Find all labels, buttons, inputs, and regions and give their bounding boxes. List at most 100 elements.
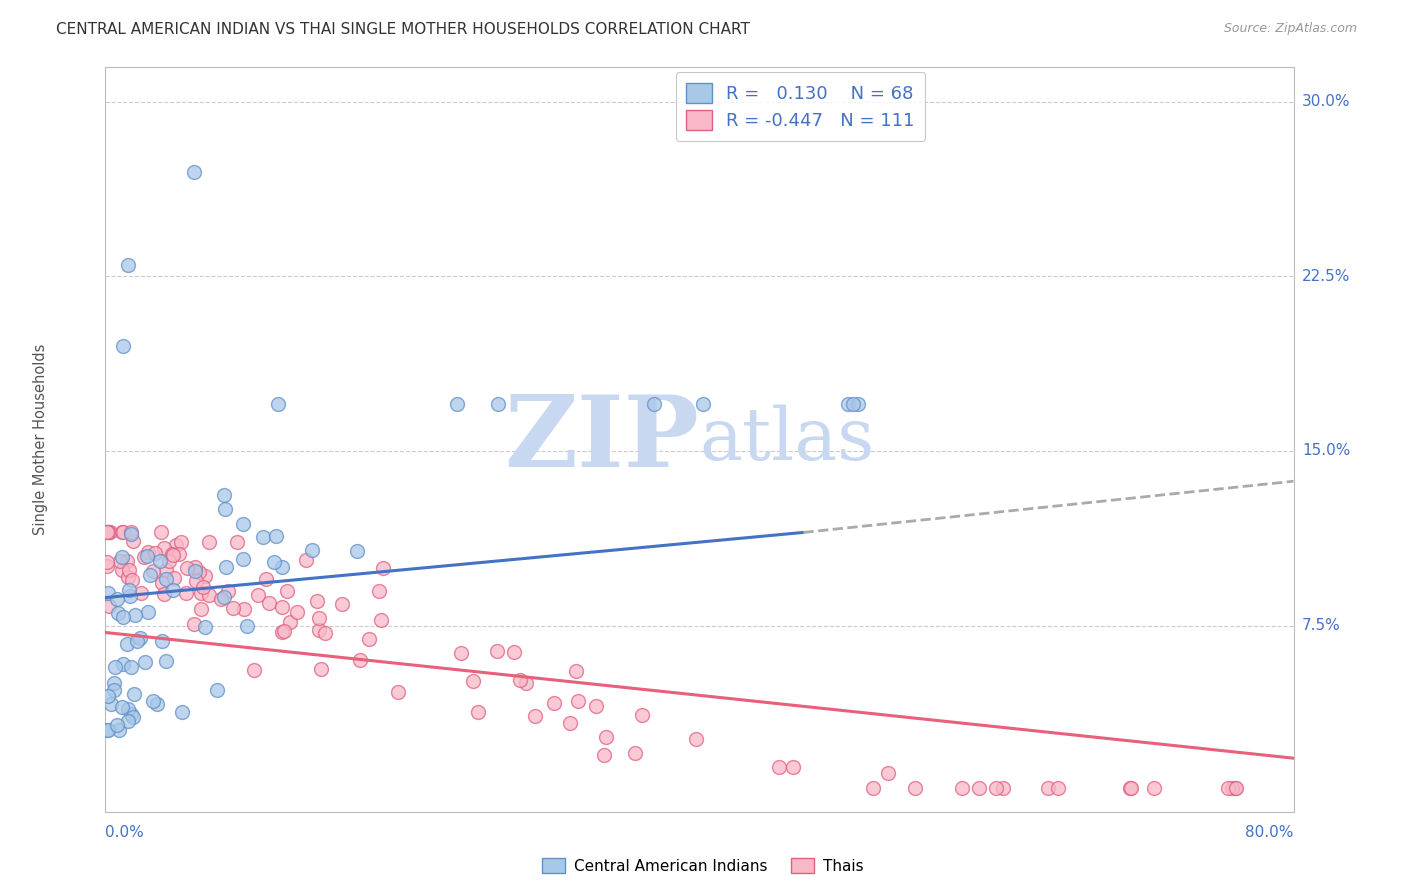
Point (254, 572, 277, 586)
Point (263, 555, 285, 569)
Point (236, 619, 259, 633)
Point (558, 715, 581, 730)
Point (232, 517, 254, 532)
Point (243, 663, 266, 677)
Point (191, 580, 214, 594)
Point (136, 606, 159, 620)
Point (295, 553, 318, 567)
Point (97, 586, 120, 600)
Point (357, 632, 380, 647)
Point (232, 552, 254, 566)
Point (314, 626, 336, 640)
Text: atlas: atlas (700, 404, 875, 475)
Point (97, 723, 120, 738)
Point (120, 660, 142, 674)
Point (842, 397, 865, 411)
Point (96, 555, 118, 569)
Point (1143, 781, 1166, 796)
Point (111, 339, 134, 353)
Point (595, 730, 617, 744)
Point (155, 572, 177, 586)
Point (523, 709, 546, 723)
Point (117, 702, 139, 716)
Point (450, 646, 472, 660)
Point (190, 602, 212, 616)
Point (155, 563, 177, 577)
Point (117, 714, 139, 728)
Legend: Central American Indians, Thais: Central American Indians, Thais (536, 852, 870, 880)
Point (118, 563, 141, 577)
Point (120, 707, 142, 722)
Text: 0.0%: 0.0% (105, 825, 145, 839)
Point (122, 533, 145, 548)
Point (120, 527, 142, 541)
Point (183, 617, 205, 632)
Point (108, 723, 131, 738)
Point (176, 560, 198, 574)
Legend: R =   0.130    N = 68, R = -0.447   N = 111: R = 0.130 N = 68, R = -0.447 N = 111 (676, 72, 925, 141)
Point (136, 545, 159, 559)
Point (301, 543, 323, 558)
Point (215, 560, 238, 574)
Point (120, 525, 142, 540)
Point (585, 699, 607, 714)
Point (1119, 781, 1142, 796)
Point (246, 588, 269, 602)
Point (163, 571, 186, 585)
Point (209, 592, 232, 607)
Point (1225, 781, 1247, 796)
Text: ZIP: ZIP (505, 391, 700, 488)
Point (96, 723, 118, 738)
Point (305, 593, 328, 607)
Point (387, 685, 409, 699)
Point (308, 623, 330, 637)
Point (131, 586, 153, 600)
Point (952, 781, 974, 796)
Point (121, 574, 143, 588)
Point (349, 653, 371, 667)
Point (152, 541, 174, 555)
Point (370, 613, 392, 627)
Point (107, 592, 129, 607)
Point (124, 607, 146, 622)
Point (371, 561, 394, 575)
Point (217, 584, 239, 599)
Point (183, 564, 205, 578)
Point (155, 654, 177, 668)
Point (991, 781, 1014, 796)
Point (198, 535, 221, 549)
Point (122, 710, 145, 724)
Point (862, 781, 884, 796)
Point (150, 633, 173, 648)
Point (98, 599, 121, 613)
Point (100, 697, 122, 711)
Text: Single Mother Households: Single Mother Households (32, 343, 48, 535)
Point (877, 766, 900, 780)
Point (271, 600, 294, 615)
Point (103, 676, 125, 690)
Point (592, 747, 614, 762)
Point (267, 397, 290, 411)
Point (190, 586, 212, 600)
Point (1119, 781, 1142, 796)
Point (117, 570, 139, 584)
Point (782, 760, 804, 774)
Point (630, 707, 652, 722)
Point (1218, 781, 1240, 796)
Point (446, 397, 468, 411)
Text: 15.0%: 15.0% (1302, 443, 1350, 458)
Point (98, 525, 121, 540)
Point (222, 601, 245, 615)
Point (692, 397, 714, 411)
Point (515, 676, 537, 690)
Point (172, 706, 194, 720)
Point (142, 564, 165, 578)
Point (157, 554, 180, 568)
Point (184, 560, 207, 574)
Point (96, 525, 118, 540)
Point (128, 631, 150, 645)
Point (122, 687, 145, 701)
Point (212, 487, 235, 501)
Point (285, 605, 308, 619)
Point (111, 657, 134, 672)
